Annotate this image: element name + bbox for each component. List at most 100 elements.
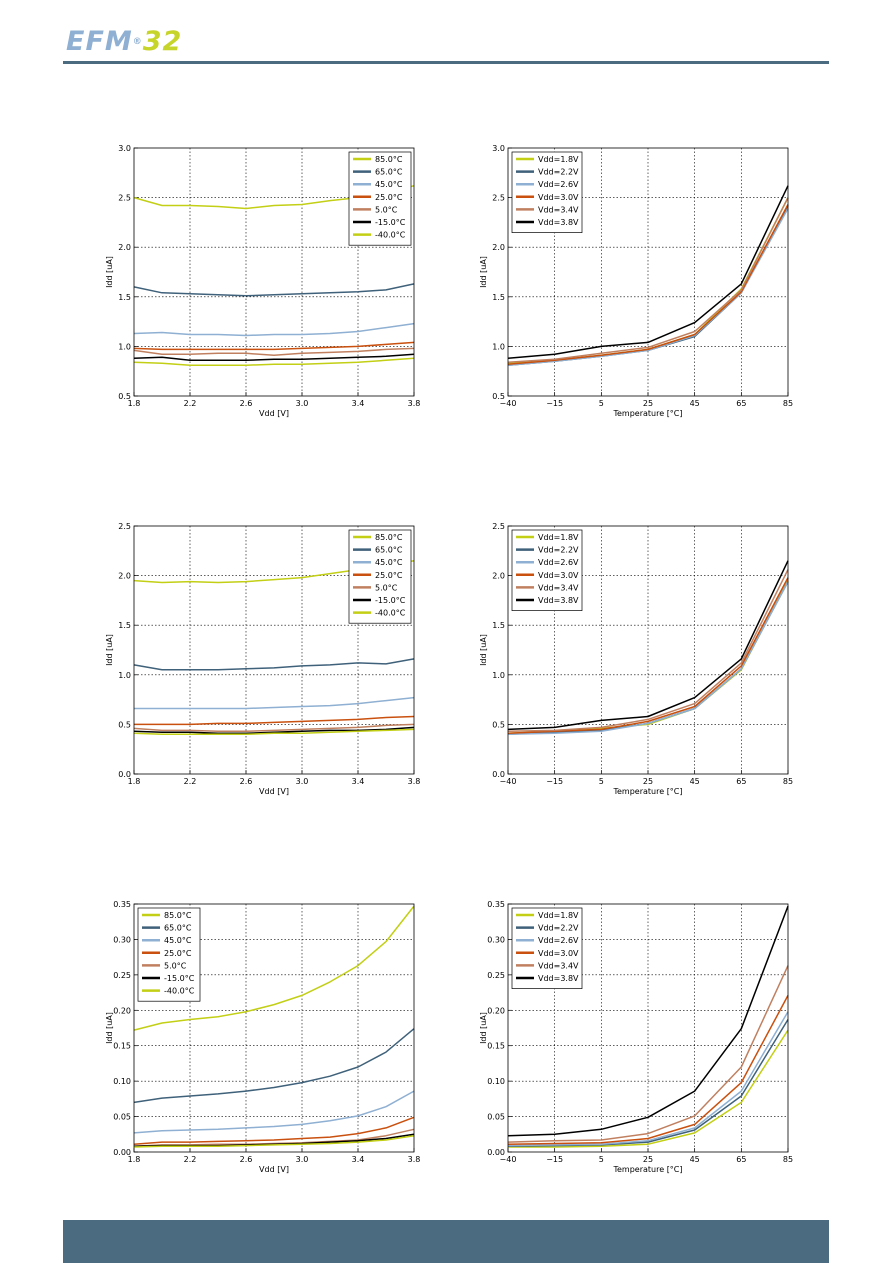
x-tick-label: 2.2 — [184, 1155, 197, 1164]
series-line — [507, 965, 789, 1143]
legend-label: -40.0°C — [375, 231, 406, 240]
legend: Vdd=1.8V Vdd=2.2V Vdd=2.6V Vdd=3.0V Vdd=3.4V… — [511, 907, 583, 989]
x-tick-label: 2.2 — [184, 399, 197, 408]
y-tick-label: 2.0 — [118, 572, 131, 581]
logo-32-text: 32 — [142, 26, 183, 57]
y-tick-label: 0.0 — [118, 770, 131, 779]
x-axis-label: Temperature [°C] — [612, 1165, 682, 1174]
series-line — [507, 995, 789, 1145]
legend-label: 45.0°C — [375, 558, 403, 567]
legend-label: Vdd=2.6V — [538, 558, 579, 567]
legend-label: Vdd=1.8V — [538, 533, 579, 542]
legend-label: Vdd=1.8V — [538, 911, 579, 920]
x-tick-label: 5 — [599, 1155, 604, 1164]
legend-label: 85.0°C — [164, 911, 192, 920]
legend-label: 25.0°C — [164, 949, 192, 958]
legend-label: 25.0°C — [375, 193, 403, 202]
series-line — [507, 577, 789, 735]
legend-label: Vdd=2.2V — [538, 168, 579, 177]
x-tick-label: −40 — [500, 1155, 517, 1164]
series-line — [133, 1090, 415, 1134]
chart-svg: 0.5 1.0 1.5 2.0 2.5 3.0 −40 −15 5 25 45 65 85 Tempera… — [479, 144, 793, 418]
legend-label: Vdd=2.2V — [538, 546, 579, 555]
legend: 85.0°C 65.0°C 45.0°C 25.0°C 5.0°C -15.0°C -40.… — [348, 529, 412, 624]
chart-svg: 0.5 1.0 1.5 2.0 2.5 3.0 1.8 2.2 2.6 3.0 3.4 3.8 Vdd … — [105, 144, 420, 418]
legend: 85.0°C 65.0°C 45.0°C 25.0°C 5.0°C -15.0°C -40.… — [137, 907, 201, 1002]
series-line — [133, 723, 415, 733]
y-tick-label: 0.20 — [487, 1006, 505, 1015]
y-tick-label: 0.15 — [113, 1042, 131, 1051]
series-line — [134, 696, 415, 710]
y-tick-label: 3.0 — [492, 144, 505, 153]
y-tick-label: 0.10 — [113, 1077, 131, 1086]
y-tick-label: 0.10 — [487, 1077, 505, 1086]
legend-label: Vdd=2.6V — [538, 936, 579, 945]
y-axis-label: Idd [uA] — [105, 1012, 114, 1044]
x-tick-label: 65 — [736, 777, 746, 786]
x-tick-label: −15 — [546, 1155, 563, 1164]
series-line — [507, 905, 789, 1137]
y-axis-label: Idd [uA] — [479, 1012, 488, 1044]
x-tick-label: 65 — [736, 399, 746, 408]
footer-bar — [63, 1220, 829, 1263]
x-tick-label: 1.8 — [128, 777, 141, 786]
y-tick-label: 3.0 — [118, 144, 131, 153]
x-axis-label: Vdd [V] — [259, 409, 289, 418]
series-line — [133, 283, 415, 297]
x-axis-label: Vdd [V] — [259, 1165, 289, 1174]
x-tick-label: 45 — [690, 399, 700, 408]
y-tick-label: 0.25 — [487, 971, 505, 980]
series-line — [507, 569, 789, 733]
series-line — [507, 185, 789, 360]
legend-label: Vdd=3.0V — [538, 571, 579, 580]
logo-registered-mark: ® — [132, 37, 143, 47]
x-tick-label: 5 — [599, 399, 604, 408]
legend-label: -40.0°C — [375, 609, 406, 618]
y-tick-label: 2.0 — [118, 243, 131, 252]
chart-idd-vs-temperature-1: 0.5 1.0 1.5 2.0 2.5 3.0 −40 −15 5 25 45 65 85 Tempera… — [474, 140, 814, 440]
series-line — [508, 1029, 789, 1148]
y-tick-label: 0.30 — [487, 935, 505, 944]
x-tick-label: 25 — [643, 399, 653, 408]
y-axis-label: Idd [uA] — [479, 634, 488, 666]
y-tick-label: 1.5 — [492, 293, 505, 302]
chart-svg: 0.00 0.05 0.10 0.15 0.20 0.25 0.30 0.35 1.8 2.2 2.… — [105, 900, 420, 1174]
y-tick-label: 0.5 — [118, 392, 131, 401]
series-line — [133, 728, 415, 736]
y-tick-label: 1.5 — [118, 621, 131, 630]
x-tick-label: 85 — [783, 777, 793, 786]
series-line — [133, 341, 415, 351]
legend-label: 25.0°C — [375, 571, 403, 580]
y-tick-label: 0.0 — [492, 770, 505, 779]
plot-frame — [133, 903, 415, 1153]
chart-idd-vs-vdd-1: 0.5 1.0 1.5 2.0 2.5 3.0 1.8 2.2 2.6 3.0 3.4 3.8 Vdd … — [100, 140, 440, 440]
legend-label: Vdd=1.8V — [538, 155, 579, 164]
legend-label: 5.0°C — [164, 961, 187, 970]
series-line — [507, 197, 789, 364]
legend-label: 45.0°C — [164, 936, 192, 945]
x-tick-label: 1.8 — [128, 1155, 141, 1164]
plot-frame — [133, 525, 415, 775]
chart-idd-vs-temperature-3: 0.00 0.05 0.10 0.15 0.20 0.25 0.30 0.35 −40 −15 5 2… — [474, 896, 814, 1196]
legend-label: Vdd=3.4V — [538, 583, 579, 592]
series-line — [133, 322, 415, 337]
series-line — [133, 1134, 415, 1148]
plot-frame — [507, 147, 789, 397]
x-tick-label: 2.6 — [240, 1155, 253, 1164]
legend-label: -15.0°C — [375, 218, 406, 227]
x-tick-label: 5 — [599, 777, 604, 786]
legend-label: 5.0°C — [375, 205, 398, 214]
y-tick-label: 0.00 — [487, 1148, 505, 1157]
series-line — [134, 715, 415, 726]
plot-frame — [507, 525, 789, 775]
x-tick-label: 3.4 — [352, 777, 365, 786]
y-tick-label: 0.35 — [113, 900, 131, 909]
chart-idd-vs-vdd-3: 0.00 0.05 0.10 0.15 0.20 0.25 0.30 0.35 1.8 2.2 2.… — [100, 896, 440, 1196]
y-tick-label: 2.5 — [118, 194, 131, 203]
legend: Vdd=1.8V Vdd=2.2V Vdd=2.6V Vdd=3.0V Vdd=3.4V… — [511, 151, 583, 233]
x-tick-label: 3.0 — [296, 1155, 309, 1164]
x-tick-label: 3.4 — [352, 1155, 365, 1164]
plot-frame — [507, 903, 789, 1153]
legend-label: 5.0°C — [375, 583, 398, 592]
x-tick-label: 45 — [690, 777, 700, 786]
